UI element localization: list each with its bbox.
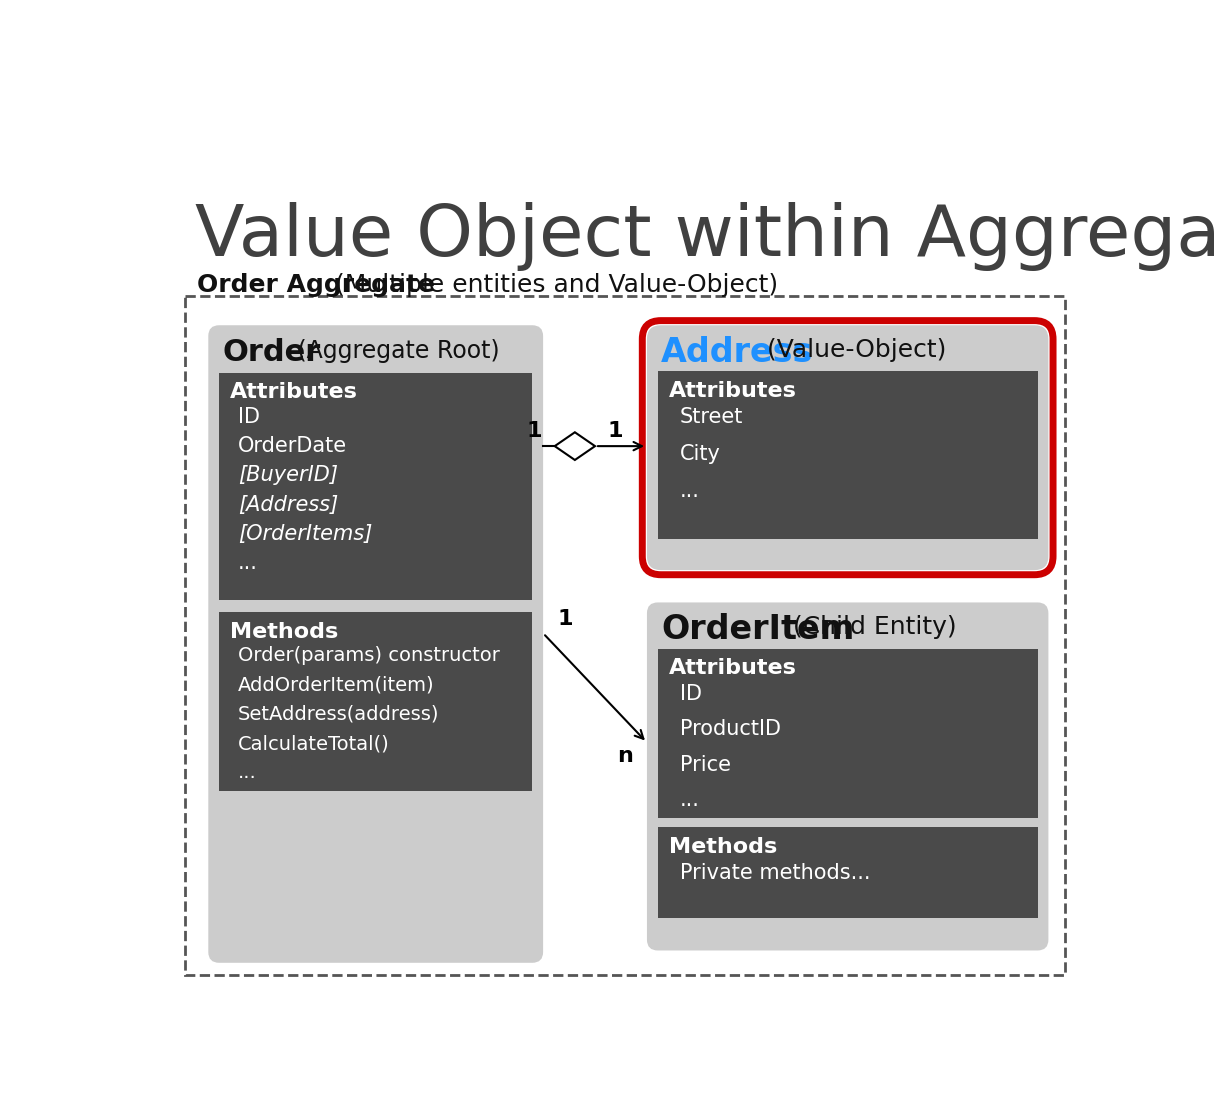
Text: ...: ... [680,790,699,810]
Text: (Value-Object): (Value-Object) [759,338,947,361]
Text: ...: ... [680,481,699,501]
Text: Methods: Methods [669,837,777,856]
Text: Private methods...: Private methods... [680,863,870,883]
Text: ProductID: ProductID [680,720,781,740]
Text: Order Aggregate: Order Aggregate [198,273,436,297]
Bar [658,372,1037,539]
Text: ...: ... [238,763,256,782]
Bar [658,827,1037,919]
Text: [OrderItems]: [OrderItems] [238,524,372,544]
Text: ID: ID [680,684,702,704]
Text: AddOrderItem(item): AddOrderItem(item) [238,676,434,695]
Text: (Multiple entities and Value-Object): (Multiple entities and Value-Object) [327,273,778,297]
Text: [Address]: [Address] [238,495,338,515]
Text: OrderItem: OrderItem [661,613,854,646]
Text: Attributes: Attributes [231,383,357,402]
Text: Attributes: Attributes [669,380,797,401]
Text: CalculateTotal(): CalculateTotal() [238,734,389,753]
Polygon shape [555,432,595,460]
Text: 1: 1 [527,421,543,441]
Text: (Child Entity): (Child Entity) [784,614,956,639]
Bar [220,612,532,791]
Bar [185,297,1065,975]
Text: Street: Street [680,407,743,426]
Bar [220,373,532,600]
Text: Attributes: Attributes [669,658,797,678]
Text: OrderDate: OrderDate [238,436,346,457]
Text: Order: Order [222,338,321,367]
Text: 1: 1 [608,421,623,441]
Text: Price: Price [680,755,731,774]
Text: Order(params) constructor: Order(params) constructor [238,647,500,666]
Text: [BuyerID]: [BuyerID] [238,466,338,486]
Text: ...: ... [238,553,257,573]
Bar [658,649,1037,818]
Text: Address: Address [661,336,814,369]
Text: SetAddress(address): SetAddress(address) [238,705,439,724]
Text: 1: 1 [558,610,572,629]
FancyBboxPatch shape [647,326,1048,570]
Text: (Aggregate Root): (Aggregate Root) [289,339,499,363]
FancyBboxPatch shape [647,602,1048,950]
Text: Value Object within Aggregate: Value Object within Aggregate [195,203,1220,271]
Text: ID: ID [238,407,260,426]
Text: n: n [617,746,633,767]
Text: Methods: Methods [231,622,338,641]
Text: City: City [680,444,720,463]
FancyBboxPatch shape [209,326,543,962]
